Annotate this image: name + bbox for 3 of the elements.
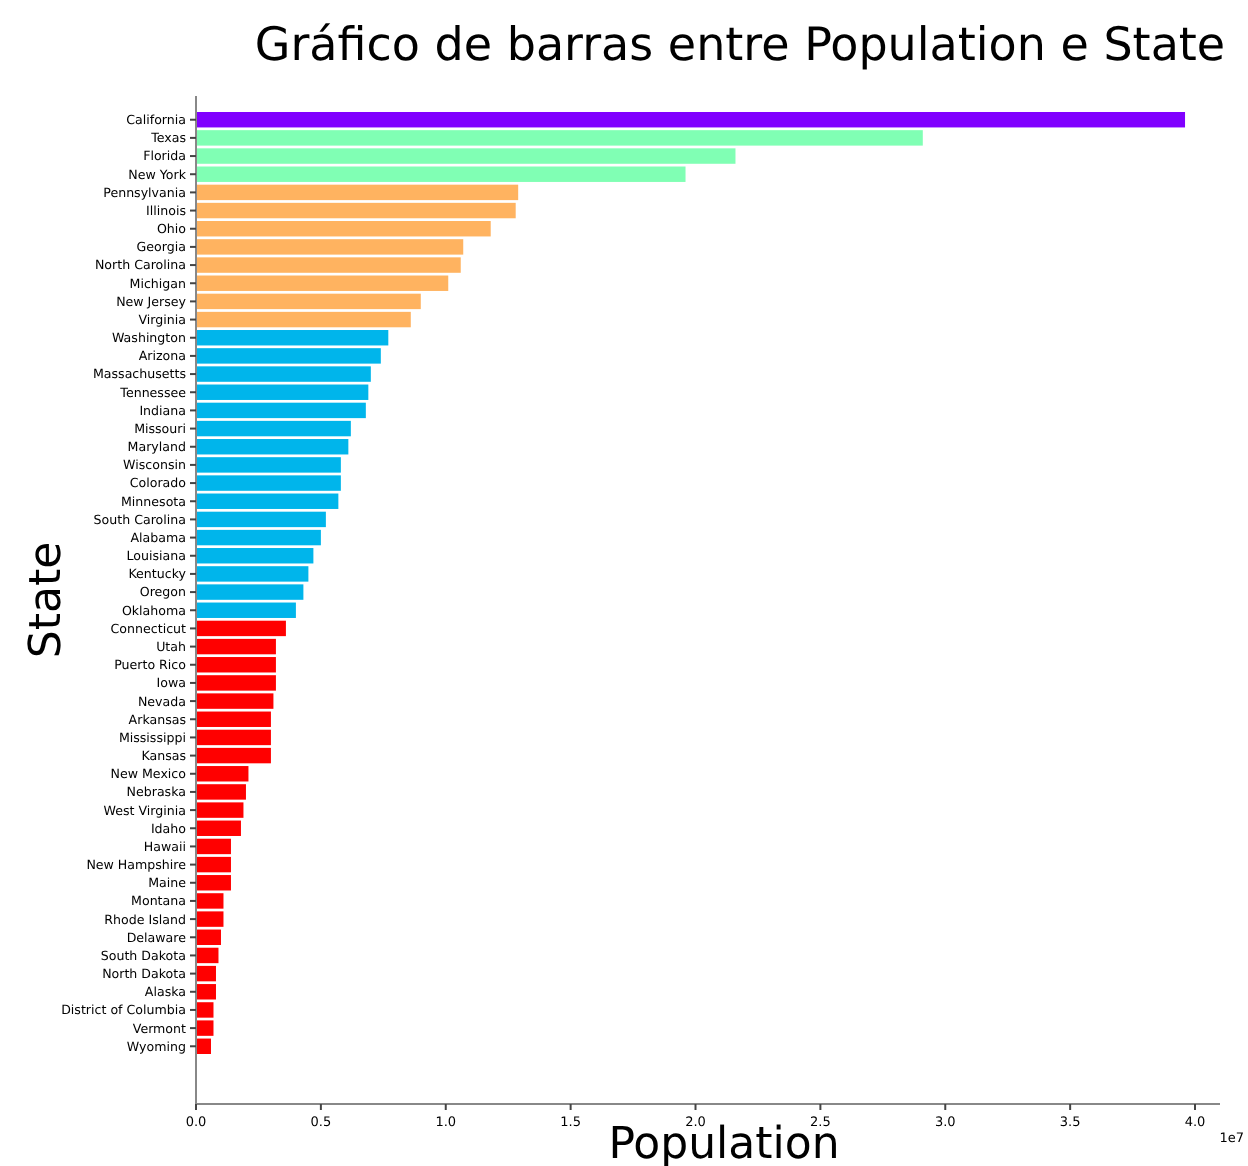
chart-title: Gráfico de barras entre Population e State bbox=[254, 20, 1226, 72]
y-axis-title: State bbox=[22, 541, 72, 659]
bar bbox=[196, 112, 1186, 128]
